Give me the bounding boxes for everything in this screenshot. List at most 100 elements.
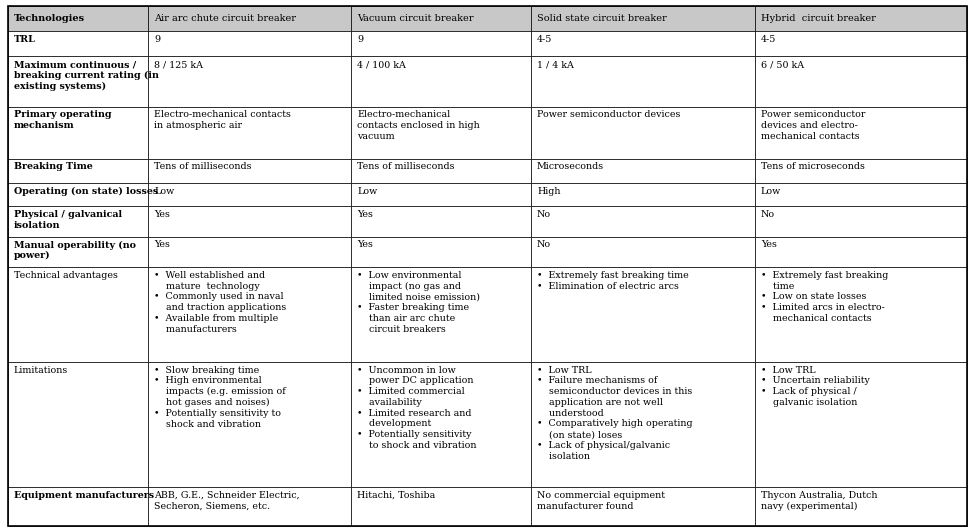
Bar	[531, 6, 755, 31]
Text: Low: Low	[154, 187, 175, 195]
Text: Breaking Time: Breaking Time	[14, 162, 93, 171]
Text: 9: 9	[154, 35, 160, 44]
Bar	[8, 267, 148, 362]
Text: Solid state circuit breaker: Solid state circuit breaker	[537, 14, 667, 23]
Bar	[148, 237, 352, 267]
Text: Vacuum circuit breaker: Vacuum circuit breaker	[358, 14, 474, 23]
Bar	[148, 362, 352, 487]
Bar	[531, 56, 755, 107]
Text: 4 / 100 kA: 4 / 100 kA	[358, 60, 407, 69]
Bar	[8, 362, 148, 487]
Text: Limitations: Limitations	[14, 366, 68, 375]
Bar	[148, 31, 352, 56]
Text: Low: Low	[760, 187, 781, 195]
Bar	[352, 206, 531, 237]
Bar	[755, 362, 967, 487]
Text: ABB, G.E., Schneider Electric,
Secheron, Siemens, etc.: ABB, G.E., Schneider Electric, Secheron,…	[154, 491, 299, 511]
Text: Operating (on state) losses: Operating (on state) losses	[14, 187, 158, 196]
Text: 4-5: 4-5	[760, 35, 776, 44]
Bar	[531, 487, 755, 526]
Text: •  Uncommon in low
    power DC application
•  Limited commercial
    availabili: • Uncommon in low power DC application •…	[358, 366, 477, 450]
Text: No: No	[537, 210, 551, 219]
Bar	[531, 237, 755, 267]
Bar	[352, 56, 531, 107]
Bar	[755, 56, 967, 107]
Bar	[755, 6, 967, 31]
Text: Hybrid  circuit breaker: Hybrid circuit breaker	[760, 14, 876, 23]
Text: •  Low TRL
•  Uncertain reliability
•  Lack of physical /
    galvanic isolation: • Low TRL • Uncertain reliability • Lack…	[760, 366, 870, 407]
Bar	[8, 31, 148, 56]
Text: 9: 9	[358, 35, 364, 44]
Bar	[352, 6, 531, 31]
Text: Technologies: Technologies	[14, 14, 85, 23]
Bar	[352, 237, 531, 267]
Bar	[148, 487, 352, 526]
Text: Yes: Yes	[760, 241, 777, 250]
Text: Technical advantages: Technical advantages	[14, 271, 118, 280]
Text: Yes: Yes	[154, 210, 170, 219]
Text: 8 / 125 kA: 8 / 125 kA	[154, 60, 203, 69]
Bar	[148, 6, 352, 31]
Text: Tens of milliseconds: Tens of milliseconds	[358, 162, 455, 171]
Text: Hitachi, Toshiba: Hitachi, Toshiba	[358, 491, 436, 500]
Text: Tens of microseconds: Tens of microseconds	[760, 162, 865, 171]
Bar	[755, 31, 967, 56]
Text: No: No	[537, 241, 551, 250]
Text: Microseconds: Microseconds	[537, 162, 604, 171]
Text: No commercial equipment
manufacturer found: No commercial equipment manufacturer fou…	[537, 491, 665, 511]
Text: •  Extremely fast breaking
    time
•  Low on state losses
•  Limited arcs in el: • Extremely fast breaking time • Low on …	[760, 271, 888, 323]
Bar	[8, 183, 148, 206]
Bar	[8, 107, 148, 158]
Text: Yes: Yes	[358, 241, 373, 250]
Bar	[352, 31, 531, 56]
Bar	[148, 267, 352, 362]
Text: Tens of milliseconds: Tens of milliseconds	[154, 162, 252, 171]
Bar	[755, 487, 967, 526]
Text: Equipment manufacturers: Equipment manufacturers	[14, 491, 154, 500]
Bar	[8, 206, 148, 237]
Text: Yes: Yes	[154, 241, 170, 250]
Text: •  Low TRL
•  Failure mechanisms of
    semiconductor devices in this
    applic: • Low TRL • Failure mechanisms of semico…	[537, 366, 692, 461]
Text: High: High	[537, 187, 561, 195]
Text: Physical / galvanical
isolation: Physical / galvanical isolation	[14, 210, 122, 229]
Text: TRL: TRL	[14, 35, 35, 44]
Text: Power semiconductor
devices and electro-
mechanical contacts: Power semiconductor devices and electro-…	[760, 110, 866, 141]
Bar	[755, 183, 967, 206]
Bar	[8, 56, 148, 107]
Bar	[755, 237, 967, 267]
Bar	[148, 183, 352, 206]
Bar	[531, 31, 755, 56]
Bar	[352, 487, 531, 526]
Text: Air arc chute circuit breaker: Air arc chute circuit breaker	[154, 14, 296, 23]
Text: •  Low environmental
    impact (no gas and
    limited noise emission)
•  Faste: • Low environmental impact (no gas and l…	[358, 271, 481, 334]
Bar	[148, 158, 352, 183]
Text: •  Slow breaking time
•  High environmental
    impacts (e.g. emission of
    ho: • Slow breaking time • High environmenta…	[154, 366, 286, 429]
Bar	[352, 183, 531, 206]
Text: No: No	[760, 210, 775, 219]
Text: Primary operating
mechanism: Primary operating mechanism	[14, 110, 111, 130]
Text: Thycon Australia, Dutch
navy (experimental): Thycon Australia, Dutch navy (experiment…	[760, 491, 878, 511]
Bar	[755, 107, 967, 158]
Text: Electro-mechanical contacts
in atmospheric air: Electro-mechanical contacts in atmospher…	[154, 110, 291, 130]
Bar	[531, 107, 755, 158]
Bar	[531, 183, 755, 206]
Bar	[755, 206, 967, 237]
Bar	[352, 267, 531, 362]
Bar	[755, 158, 967, 183]
Text: Power semiconductor devices: Power semiconductor devices	[537, 110, 681, 119]
Text: Electro-mechanical
contacts enclosed in high
vacuum: Electro-mechanical contacts enclosed in …	[358, 110, 480, 141]
Bar	[8, 237, 148, 267]
Bar	[531, 362, 755, 487]
Bar	[8, 487, 148, 526]
Bar	[352, 107, 531, 158]
Bar	[531, 267, 755, 362]
Text: 4-5: 4-5	[537, 35, 553, 44]
Bar	[8, 6, 148, 31]
Text: Maximum continuous /
breaking current rating (in
existing systems): Maximum continuous / breaking current ra…	[14, 60, 159, 91]
Bar	[352, 362, 531, 487]
Bar	[352, 158, 531, 183]
Bar	[148, 206, 352, 237]
Text: •  Extremely fast breaking time
•  Elimination of electric arcs: • Extremely fast breaking time • Elimina…	[537, 271, 688, 290]
Text: Manual operability (no
power): Manual operability (no power)	[14, 241, 136, 260]
Text: 1 / 4 kA: 1 / 4 kA	[537, 60, 574, 69]
